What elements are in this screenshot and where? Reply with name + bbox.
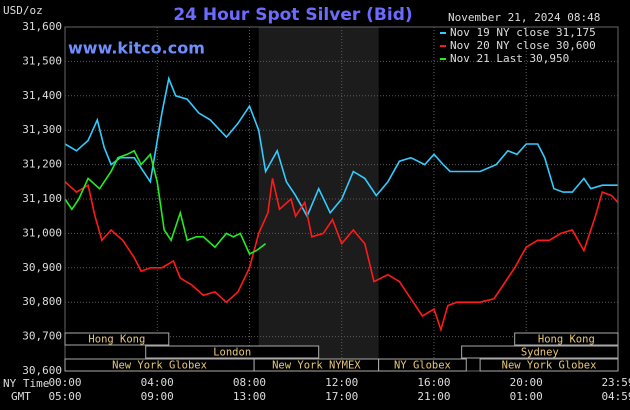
session-label: New York NYMEX — [272, 360, 361, 372]
x-tick-label: 12:00 — [325, 376, 358, 389]
watermark: www.kitco.com — [68, 39, 205, 58]
y-tick-label: 31,500 — [22, 54, 62, 67]
y-tick-label: 31,300 — [22, 123, 62, 136]
session-box — [378, 358, 467, 372]
x-tick-label: 04:00 — [141, 376, 174, 389]
series-line — [64, 178, 619, 333]
session-label: NY Globex — [394, 360, 451, 372]
x2-tick-label: 09:00 — [141, 390, 174, 403]
x2-tick-label: 05:00 — [48, 390, 81, 403]
y-tick-label: 31,400 — [22, 89, 62, 102]
x-tick-label: 23:59 — [601, 376, 630, 389]
y-tick-label: 30,800 — [22, 295, 62, 308]
legend-label: Nov 19 NY close 31,175 — [450, 26, 596, 39]
y-tick-label: 31,600 — [22, 20, 62, 33]
y-axis-label: USD/oz — [3, 4, 43, 17]
session-box — [64, 332, 170, 346]
session-label: Hong Kong — [88, 334, 145, 346]
y-tick-label: 31,200 — [22, 158, 62, 171]
legend-label: Nov 20 NY close 30,600 — [450, 39, 596, 52]
x-tick-label: 08:00 — [233, 376, 266, 389]
session-box — [514, 332, 619, 346]
x-tick-label: 16:00 — [417, 376, 450, 389]
y-tick-label: 30,700 — [22, 330, 62, 343]
y-tick-label: 30,900 — [22, 261, 62, 274]
session-box — [479, 358, 619, 372]
timestamp: November 21, 2024 08:48 — [448, 11, 600, 24]
y-tick-label: 31,100 — [22, 192, 62, 205]
x2-tick-label: 04:59 — [601, 390, 630, 403]
session-label: London — [213, 347, 251, 359]
session-label: Sydney — [521, 347, 559, 359]
legend-label: Nov 21 Last 30,950 — [450, 52, 569, 65]
x-tick-label: 00:00 — [48, 376, 81, 389]
y-tick-label: 30,600 — [22, 364, 62, 377]
x2-tick-label: 01:00 — [510, 390, 543, 403]
x-tick-label: 20:00 — [510, 376, 543, 389]
x2-tick-label: 21:00 — [417, 390, 450, 403]
x2-tick-label: 13:00 — [233, 390, 266, 403]
x-axis-label: NY Time — [3, 377, 49, 390]
series-line — [64, 149, 267, 256]
session-label: New York Globex — [502, 360, 597, 372]
x2-tick-label: 17:00 — [325, 390, 358, 403]
y-tick-label: 31,000 — [22, 226, 62, 239]
chart-title: 24 Hour Spot Silver (Bid) — [173, 5, 412, 25]
x2-axis-label: GMT — [11, 390, 31, 403]
session-box — [145, 345, 320, 359]
series-line — [64, 75, 618, 219]
session-label: New York Globex — [112, 360, 207, 372]
session-box — [461, 345, 619, 359]
plot-area — [64, 26, 619, 372]
session-label: Hong Kong — [538, 334, 595, 346]
